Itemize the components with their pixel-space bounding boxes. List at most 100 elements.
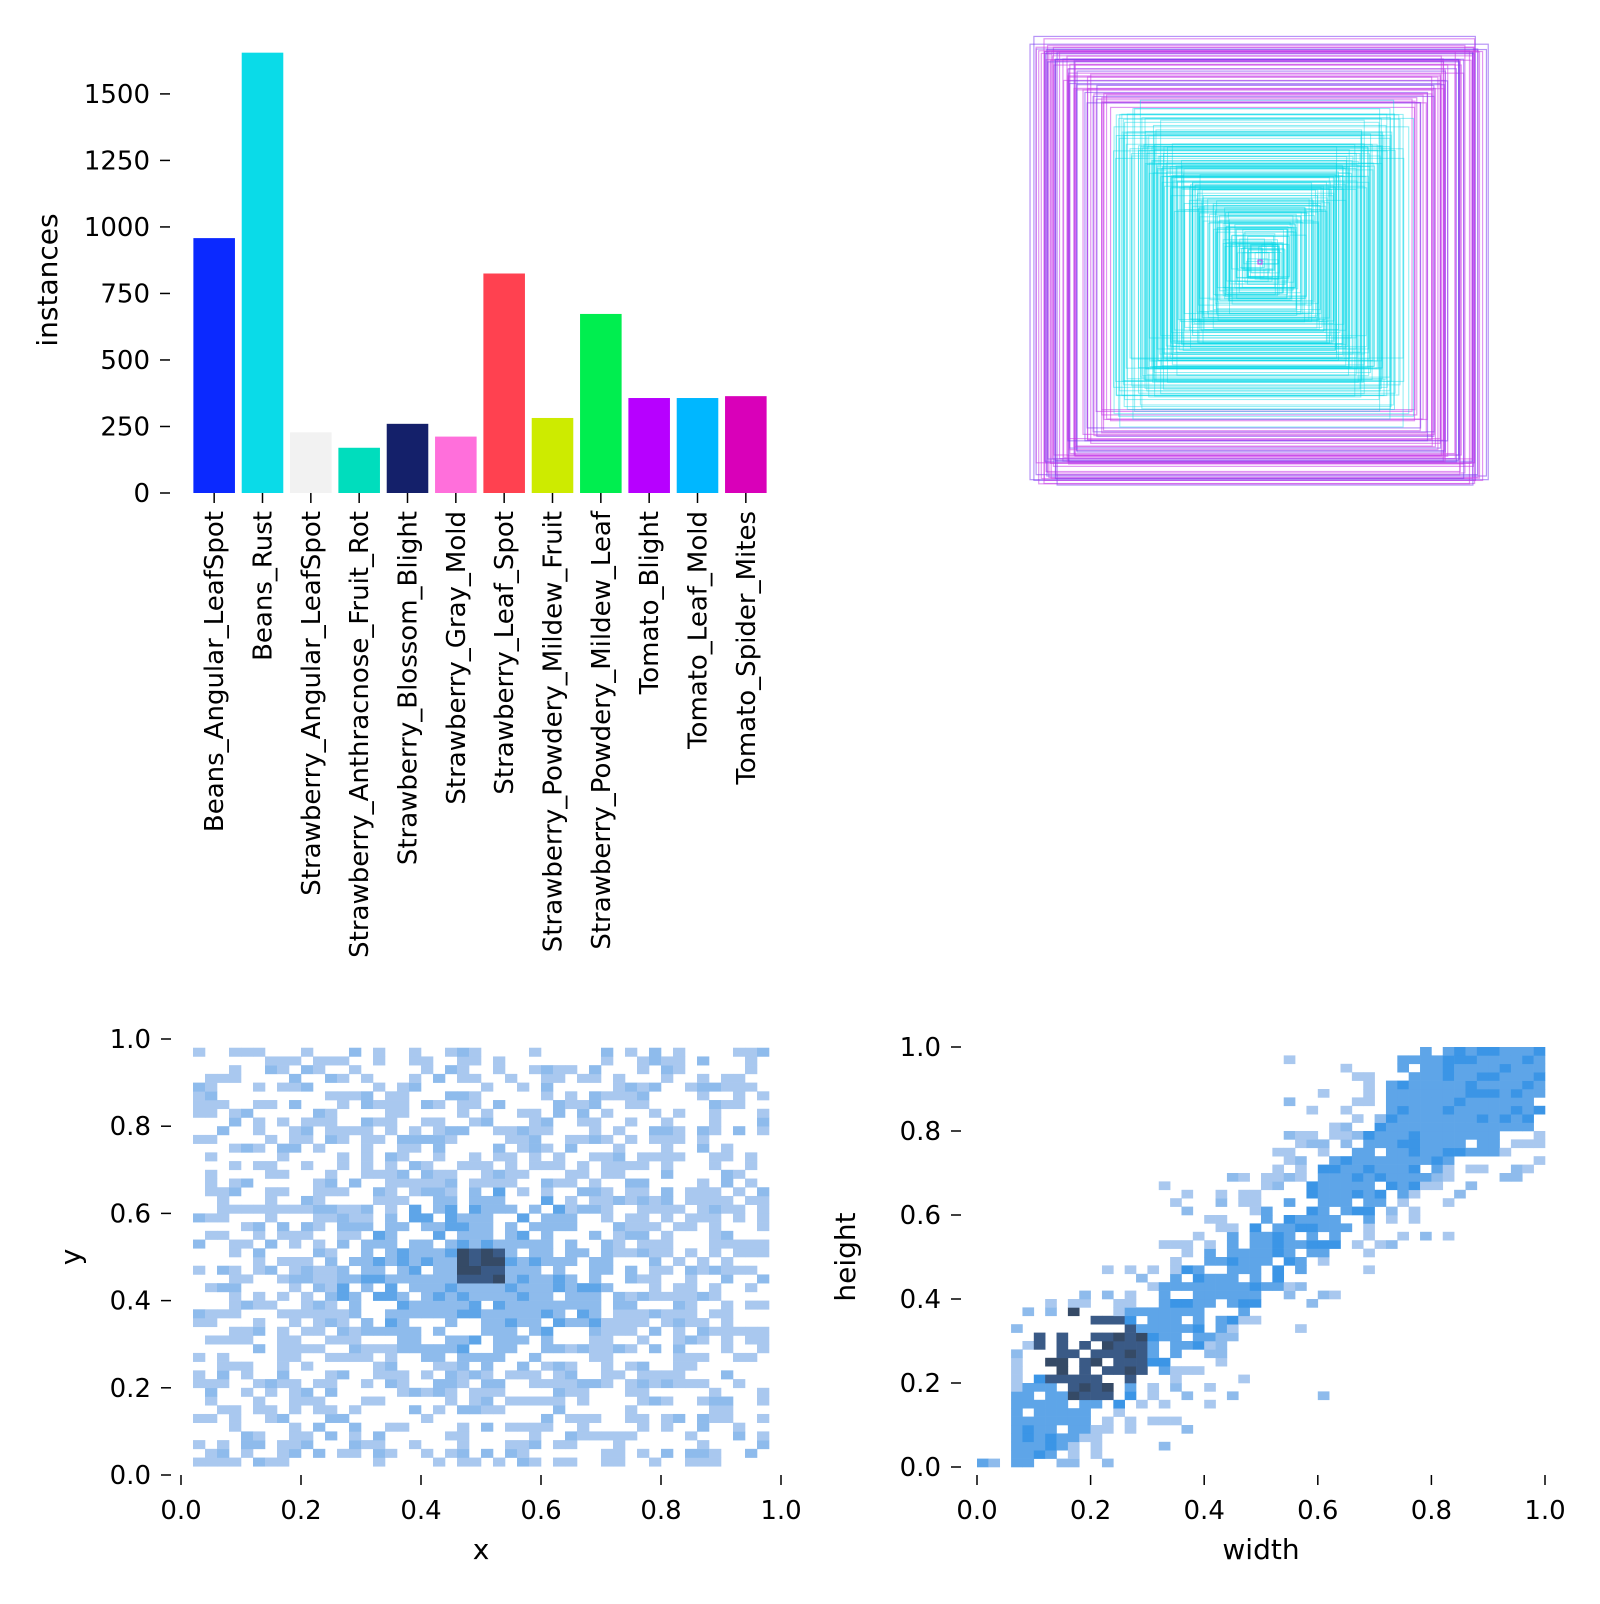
heat-cell	[673, 1379, 686, 1389]
heat-cell	[1317, 1223, 1330, 1233]
heat-cell	[1249, 1231, 1262, 1241]
heat-cell	[565, 1222, 578, 1232]
cyan-box	[1197, 188, 1332, 344]
heat-cell	[1510, 1114, 1523, 1123]
cyan-box	[1203, 204, 1320, 330]
heat-cell	[253, 1117, 266, 1127]
cyan-box	[1181, 188, 1357, 339]
cyan-box	[1171, 175, 1334, 342]
heat-cell	[1488, 1072, 1500, 1081]
heat-cell	[661, 1309, 674, 1319]
heat-cell	[217, 1073, 230, 1083]
heat-cell	[1329, 1215, 1341, 1224]
heat-cell	[661, 1161, 674, 1171]
heat-cell	[613, 1431, 626, 1441]
heat-cell	[637, 1222, 650, 1232]
heat-cell	[529, 1457, 542, 1467]
heat-cell	[529, 1370, 542, 1380]
magenta-box	[1046, 48, 1488, 477]
heat-cell	[373, 1457, 386, 1467]
cyan-box	[1247, 249, 1281, 277]
heat-cell	[745, 1283, 758, 1293]
heat-cell	[721, 1239, 734, 1249]
cyan-box	[1231, 241, 1284, 294]
heat-cell	[1522, 1080, 1534, 1090]
heat-cell	[385, 1361, 398, 1371]
heat-cell	[529, 1204, 542, 1214]
heat-cell	[457, 1379, 470, 1389]
heat-cell	[505, 1309, 518, 1319]
heat-cell	[337, 1100, 350, 1110]
heat-cell	[1397, 1231, 1409, 1241]
heat-cell	[349, 1091, 362, 1101]
cyan-box	[1246, 249, 1286, 285]
heat-cell	[1170, 1257, 1182, 1266]
cyan-box	[1157, 156, 1348, 361]
heat-cell	[289, 1318, 302, 1328]
heat-cell	[685, 1274, 698, 1284]
heat-cell	[589, 1309, 602, 1319]
heat-cell	[229, 1047, 242, 1057]
heat-cell	[1522, 1063, 1534, 1073]
heat-cell	[433, 1361, 446, 1371]
heat-cell	[241, 1361, 254, 1371]
cyan-box	[1166, 171, 1339, 362]
heat-cell	[493, 1352, 506, 1362]
heat-cell	[301, 1274, 314, 1284]
heat-cell	[1124, 1299, 1137, 1308]
category-label: Strawberry_Anthracnose_Fruit_Rot	[345, 511, 375, 958]
heat-cell	[1261, 1257, 1273, 1266]
cyan-box	[1234, 224, 1297, 289]
heat-cell	[1340, 1156, 1353, 1165]
cyan-box	[1154, 143, 1356, 397]
heat-cell	[601, 1134, 614, 1144]
heat-cell	[337, 1413, 350, 1423]
heat-cell	[1510, 1164, 1523, 1174]
heat-cell	[193, 1352, 206, 1362]
heat-cell	[1272, 1164, 1285, 1174]
heat-cell	[529, 1291, 542, 1301]
heat-cell	[373, 1274, 386, 1284]
heat-cell	[457, 1056, 470, 1066]
cyan-box	[1173, 210, 1328, 331]
heat-cell	[673, 1108, 686, 1118]
heat-cell	[457, 1230, 470, 1240]
heat-cell	[757, 1387, 770, 1397]
cyan-box	[1148, 135, 1362, 398]
heat-cell	[265, 1204, 278, 1214]
heat-cell	[577, 1379, 590, 1389]
heat-cell	[589, 1152, 602, 1162]
heat-cell	[601, 1431, 614, 1441]
heat-cell	[385, 1204, 398, 1214]
heat-cell	[589, 1326, 602, 1336]
heat-cell	[613, 1291, 626, 1301]
heat-cell	[229, 1108, 242, 1118]
heat-cell	[1181, 1391, 1194, 1401]
heat-cell	[457, 1239, 470, 1249]
heat-cell	[445, 1065, 458, 1075]
heat-cell	[205, 1091, 218, 1101]
heat-cell	[757, 1108, 770, 1118]
heat-cell	[1454, 1139, 1466, 1149]
heat-cell	[457, 1265, 470, 1275]
heat-cell	[1397, 1122, 1409, 1132]
heat-cell	[1454, 1122, 1466, 1132]
heat-cell	[253, 1457, 266, 1467]
heat-cell	[1454, 1072, 1466, 1081]
heat-cell	[253, 1257, 266, 1267]
heat-cell	[349, 1204, 362, 1214]
heat-cell	[637, 1309, 650, 1319]
heat-cell	[601, 1361, 614, 1371]
heat-cell	[1147, 1332, 1160, 1342]
heat-cell	[349, 1222, 362, 1232]
heat-cell	[505, 1300, 518, 1310]
heat-cell	[1067, 1425, 1080, 1434]
heat-cell	[1317, 1290, 1330, 1300]
heat-cell	[301, 1431, 314, 1441]
heat-cell	[517, 1108, 530, 1118]
heat-cell	[397, 1335, 410, 1345]
heat-cell	[373, 1396, 386, 1406]
heat-cell	[673, 1204, 686, 1214]
heat-cell	[313, 1108, 326, 1118]
